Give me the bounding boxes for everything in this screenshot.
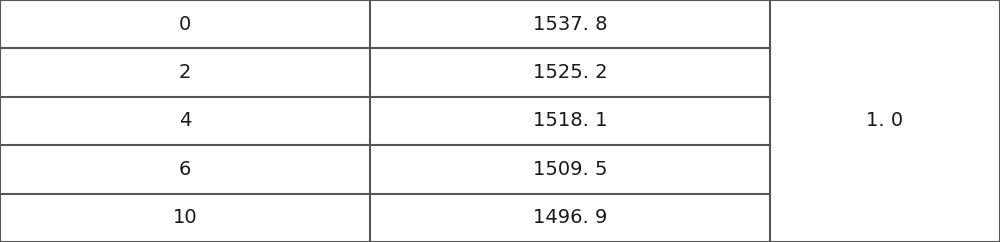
- Text: 1. 0: 1. 0: [866, 112, 904, 130]
- Text: 6: 6: [179, 160, 191, 179]
- Text: 1509. 5: 1509. 5: [533, 160, 607, 179]
- Text: 10: 10: [173, 208, 197, 227]
- Text: 4: 4: [179, 112, 191, 130]
- Text: 1518. 1: 1518. 1: [533, 112, 607, 130]
- Text: 1537. 8: 1537. 8: [533, 15, 607, 34]
- Text: 1496. 9: 1496. 9: [533, 208, 607, 227]
- Text: 2: 2: [179, 63, 191, 82]
- Text: 1525. 2: 1525. 2: [533, 63, 607, 82]
- Text: 0: 0: [179, 15, 191, 34]
